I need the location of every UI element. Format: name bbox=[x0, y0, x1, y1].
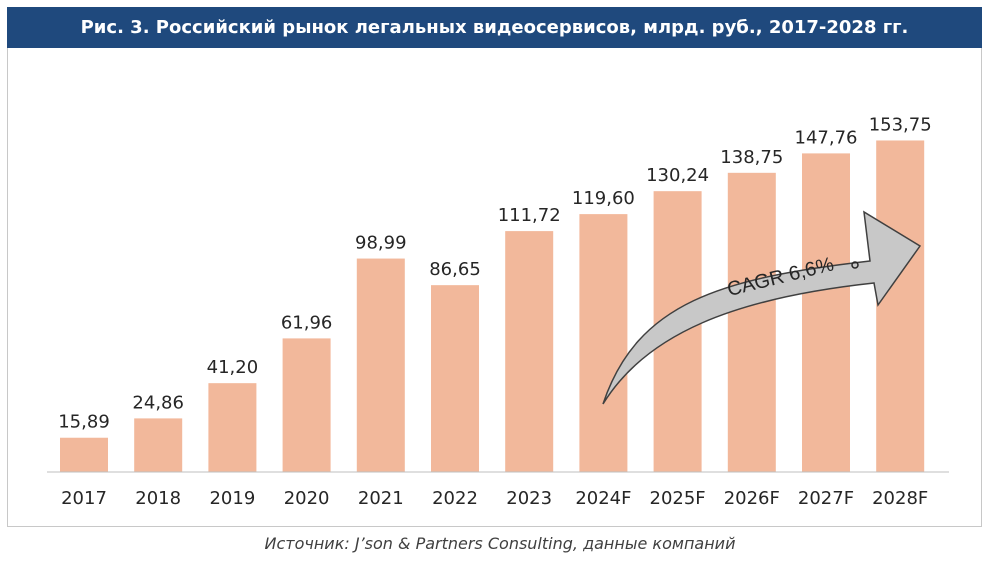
tick-label-2018: 2018 bbox=[135, 488, 181, 509]
tick-label-2027F: 2027F bbox=[798, 488, 854, 509]
bar-2026F bbox=[727, 172, 776, 472]
bar-2019 bbox=[208, 383, 257, 472]
bar-2022 bbox=[431, 285, 479, 472]
value-label-2022: 86,65 bbox=[429, 259, 481, 280]
value-label-2018: 24,86 bbox=[132, 392, 184, 413]
cagr-arrow-shape bbox=[602, 210, 922, 405]
bar-2018 bbox=[134, 418, 183, 472]
value-label-2024F: 119,60 bbox=[572, 188, 635, 209]
value-label-2023: 111,72 bbox=[498, 205, 561, 226]
tick-label-2017: 2017 bbox=[61, 488, 107, 509]
bar-2017 bbox=[60, 437, 108, 472]
tick-label-2020: 2020 bbox=[284, 488, 330, 509]
tick-label-2025F: 2025F bbox=[650, 488, 706, 509]
bar-2023 bbox=[505, 231, 554, 472]
value-label-2020: 61,96 bbox=[281, 312, 333, 333]
value-label-2027F: 147,76 bbox=[795, 127, 858, 148]
cagr-dot-icon bbox=[851, 261, 859, 269]
value-label-2021: 98,99 bbox=[355, 233, 407, 254]
tick-label-2022: 2022 bbox=[432, 488, 478, 509]
bar-2028F bbox=[876, 140, 925, 472]
value-label-2017: 15,89 bbox=[58, 412, 110, 433]
tick-label-2023: 2023 bbox=[506, 488, 552, 509]
value-label-2025F: 130,24 bbox=[646, 165, 709, 186]
bar-2024F bbox=[579, 214, 628, 473]
source-note: Источник: J’son & Partners Consulting, д… bbox=[264, 534, 736, 553]
tick-label-2026F: 2026F bbox=[724, 488, 780, 509]
tick-label-2028F: 2028F bbox=[872, 488, 928, 509]
tick-label-2019: 2019 bbox=[209, 488, 255, 509]
chart-title: Рис. 3. Российский рынок легальных видео… bbox=[7, 7, 982, 48]
bar-2021 bbox=[356, 258, 405, 472]
bar-2020 bbox=[282, 338, 331, 472]
value-label-2026F: 138,75 bbox=[720, 147, 783, 168]
bar-2027F bbox=[802, 153, 850, 472]
tick-label-2021: 2021 bbox=[358, 488, 404, 509]
tick-label-2024F: 2024F bbox=[575, 488, 631, 509]
value-label-2019: 41,20 bbox=[207, 357, 259, 378]
value-label-2028F: 153,75 bbox=[869, 114, 932, 135]
chart-frame bbox=[7, 48, 982, 527]
